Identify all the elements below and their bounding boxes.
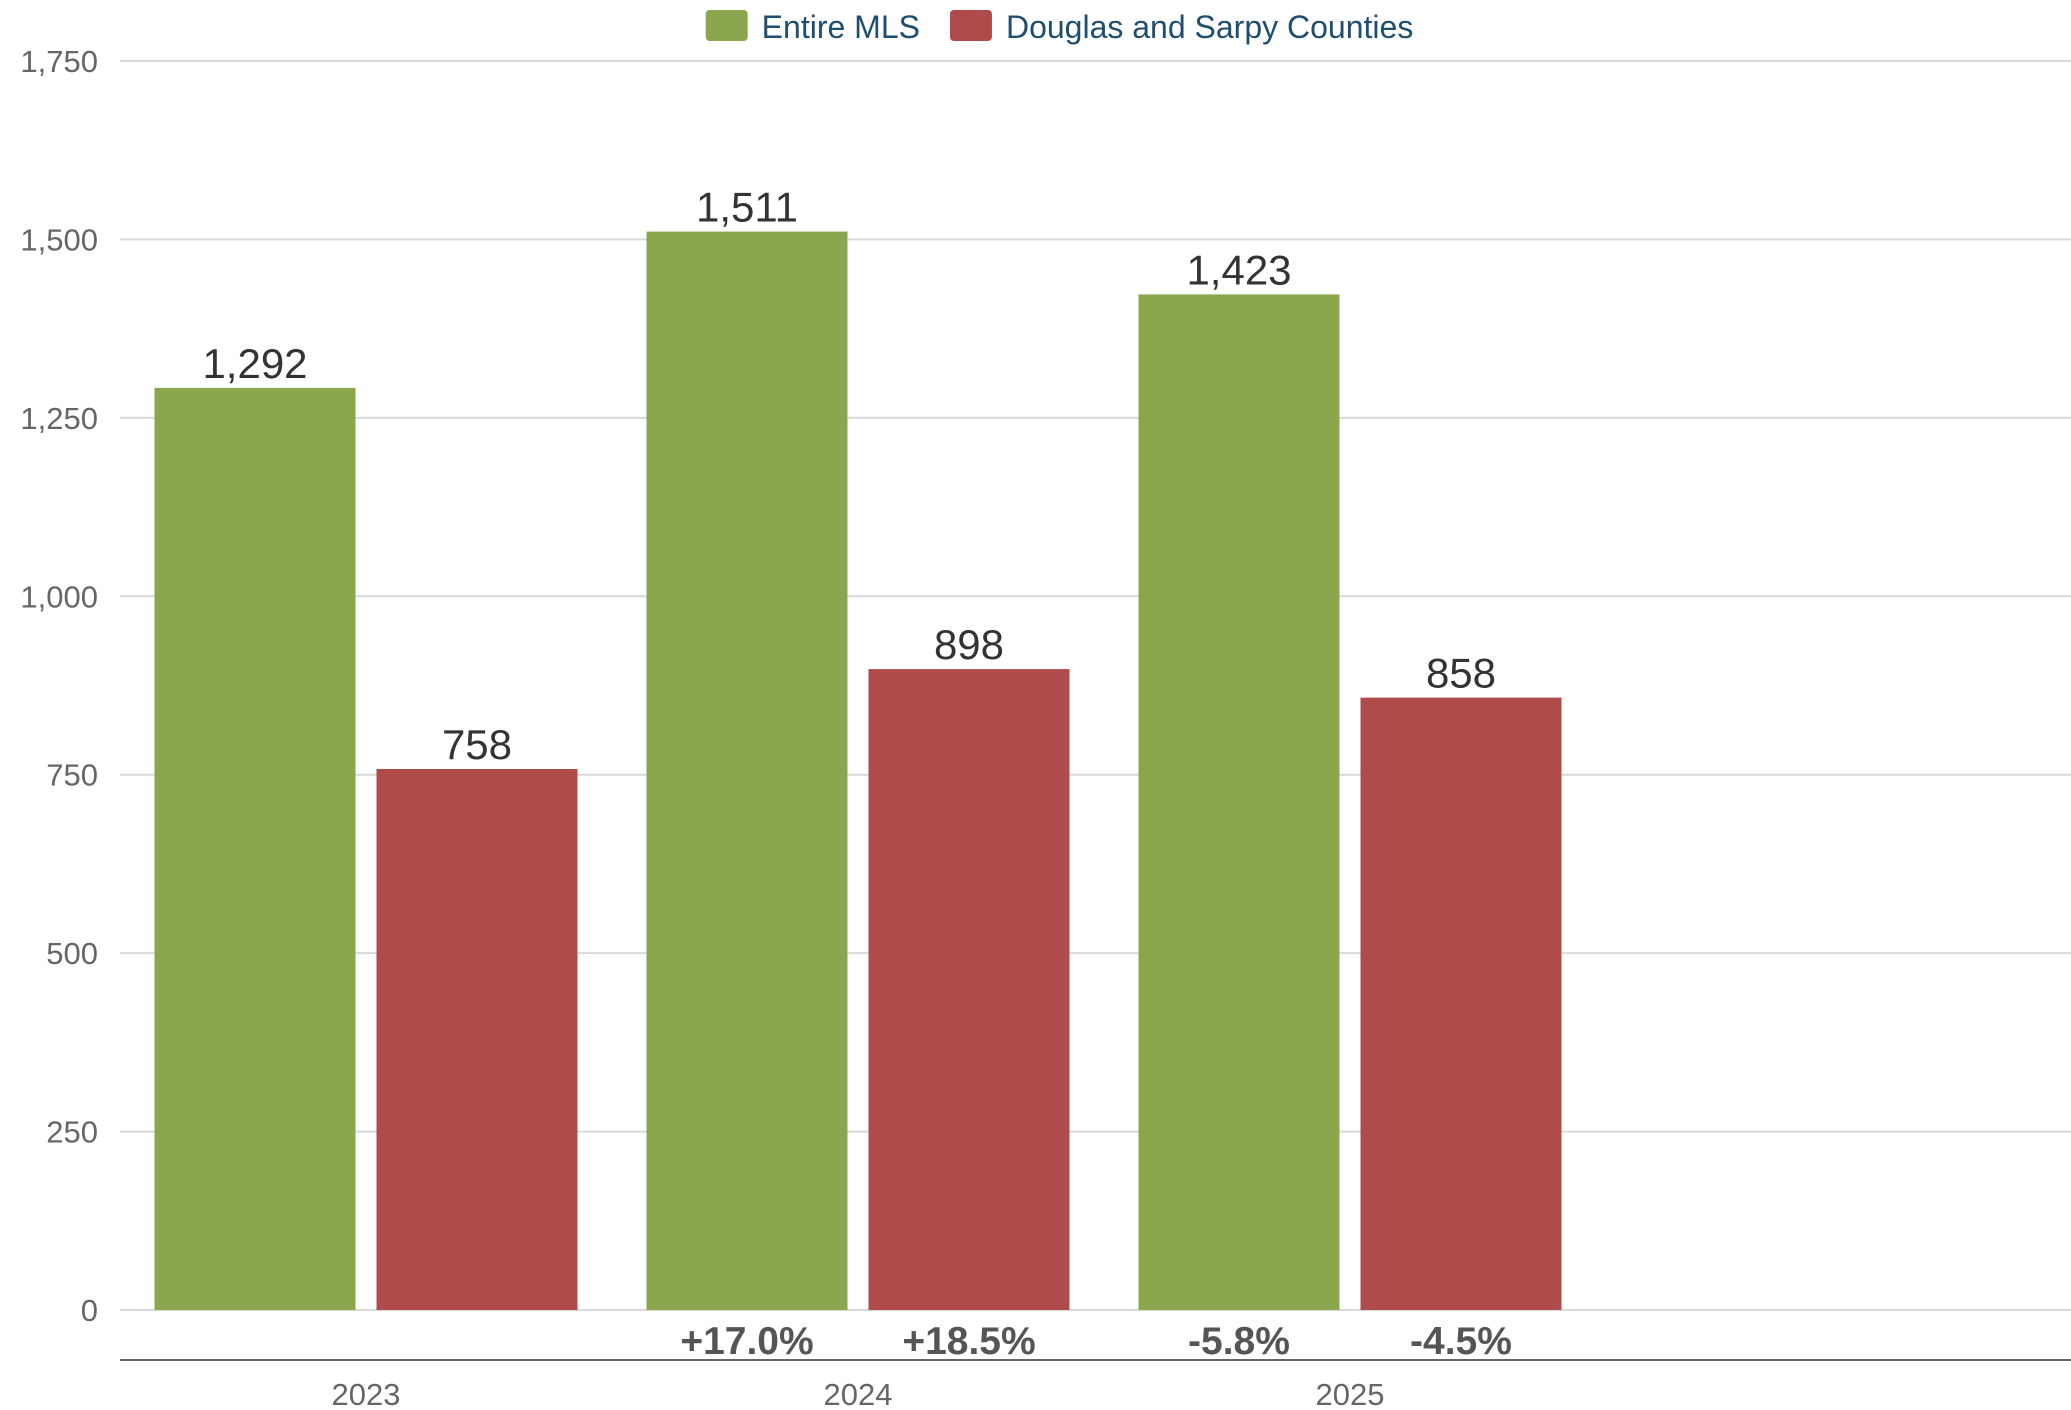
bar	[154, 387, 356, 1311]
legend-swatch	[705, 10, 748, 41]
change-label: -5.8%	[1188, 1320, 1290, 1363]
data-label: 1,423	[1186, 246, 1291, 293]
data-label: 1,292	[202, 340, 307, 387]
change-label: -4.5%	[1410, 1320, 1512, 1363]
x-tick-label: 2023	[332, 1377, 401, 1410]
legend-label: Douglas and Sarpy Counties	[1006, 9, 1413, 45]
bar	[868, 669, 1070, 1310]
bar	[1138, 294, 1340, 1310]
x-tick-label: 2024	[824, 1377, 893, 1410]
y-tick-label: 1,500	[20, 222, 98, 257]
x-axis: 2023 2024 2025	[120, 1359, 2071, 1410]
y-tick-label: 1,250	[20, 401, 98, 436]
bars	[154, 231, 1562, 1311]
y-axis-ticks: 0 250 500 750 1,000 1,250 1,500 1,750	[20, 44, 98, 1328]
legend: Entire MLS Douglas and Sarpy Counties	[705, 9, 1413, 45]
y-tick-label: 0	[81, 1293, 98, 1328]
data-label: 898	[934, 621, 1004, 668]
bar	[646, 231, 848, 1310]
change-label: +17.0%	[680, 1320, 813, 1363]
bar	[1360, 697, 1562, 1310]
x-tick-label: 2025	[1316, 1377, 1385, 1410]
y-tick-label: 1,000	[20, 579, 98, 614]
change-label: +18.5%	[902, 1320, 1035, 1363]
legend-label: Entire MLS	[762, 9, 920, 45]
data-label: 858	[1426, 650, 1496, 697]
bar	[376, 769, 578, 1310]
data-labels: 1,292 758 1,511 +17.0% 898 +18.5% 1,423 -5.8% 85…	[202, 184, 1512, 1363]
y-tick-label: 750	[46, 758, 98, 793]
y-tick-label: 1,750	[20, 44, 98, 79]
legend-swatch	[949, 10, 992, 41]
data-label: 1,511	[696, 184, 798, 231]
y-tick-label: 500	[46, 936, 98, 971]
data-label: 758	[442, 721, 512, 768]
y-tick-label: 250	[46, 1115, 98, 1150]
